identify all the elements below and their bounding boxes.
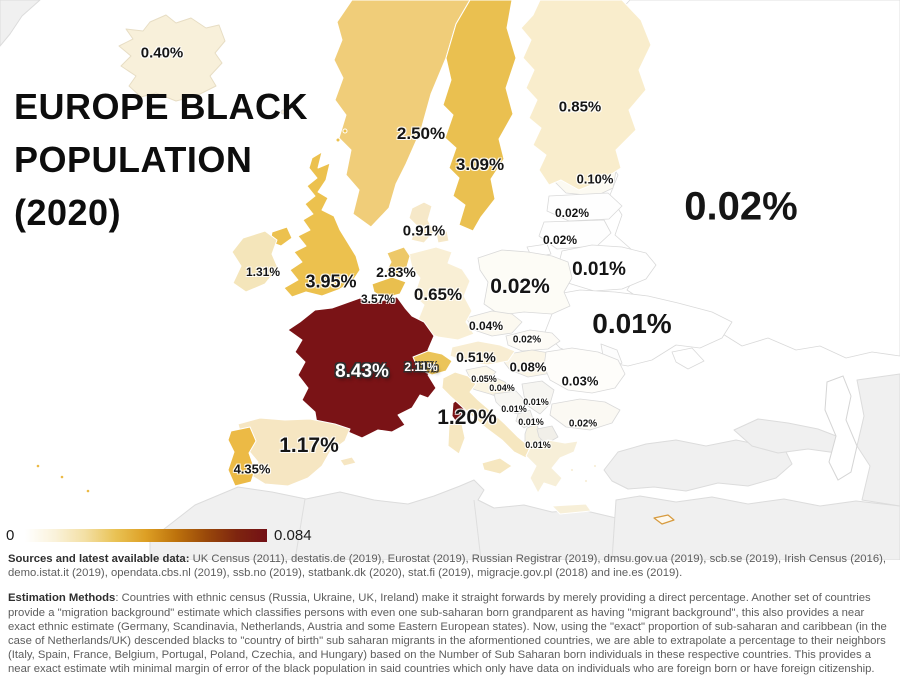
country-crimea (671, 347, 705, 370)
country-czechia (465, 310, 523, 337)
title-line-3: (2020) (14, 192, 122, 233)
country-greece (525, 439, 579, 494)
greek-island (592, 463, 598, 469)
methods-paragraph: Estimation Methods: Countries with ethni… (8, 591, 894, 676)
footnotes: Sources and latest available data: UK Ce… (8, 552, 894, 688)
country-bosnia (493, 390, 527, 415)
country-sweden (442, 0, 517, 232)
country-france (287, 296, 439, 439)
sources-paragraph: Sources and latest available data: UK Ce… (8, 552, 894, 580)
country-greenland-corner (0, 0, 41, 47)
country-spain (237, 417, 351, 487)
methods-lead: Estimation Methods (8, 592, 116, 605)
country-montenegro (515, 409, 535, 429)
country-cyprus (653, 514, 675, 525)
balearic-islands (339, 456, 357, 467)
country-romania (543, 347, 626, 394)
country-denmark-islands (435, 230, 450, 244)
country-iceland (118, 14, 226, 102)
africa-border-1 (294, 498, 306, 560)
shetland-islands (335, 137, 341, 143)
country-germany (408, 246, 475, 341)
country-sardinia (447, 419, 466, 455)
greek-island (583, 478, 589, 484)
country-norway (333, 0, 471, 228)
country-ireland (231, 230, 279, 293)
country-netherlands (385, 246, 411, 279)
country-slovakia (505, 329, 561, 352)
country-middle-east (611, 495, 900, 560)
country-lithuania (538, 219, 612, 250)
legend-gradient-bar (25, 529, 267, 542)
legend-min-value: 0 (6, 527, 15, 544)
azores-island (59, 474, 65, 480)
methods-text: : Countries with ethnic census (Russia, … (8, 592, 887, 676)
country-united-kingdom (283, 151, 361, 298)
sources-lead: Sources and latest available data: (8, 553, 190, 565)
country-portugal (227, 426, 257, 487)
europe-choropleth-map (0, 0, 900, 560)
legend-max-value: 0.084 (274, 527, 312, 544)
country-kazakhstan (856, 373, 900, 507)
sources-text: UK Census (2011), destatis.de (2019), Eu… (8, 553, 887, 580)
page-title: EUROPE BLACK POPULATION (2020) (14, 80, 308, 239)
country-denmark (408, 201, 435, 244)
country-latvia (546, 192, 623, 222)
azores-island (85, 488, 91, 494)
title-line-2: POPULATION (14, 139, 253, 180)
country-turkey (603, 439, 793, 492)
azores-island (35, 463, 41, 469)
country-switzerland (412, 350, 453, 376)
country-belgium (371, 276, 407, 299)
country-finland (520, 0, 652, 191)
title-line-1: EUROPE BLACK (14, 86, 309, 127)
country-africa (149, 479, 665, 560)
orkney-islands (342, 128, 348, 134)
country-austria (449, 340, 516, 366)
faroe-islands (280, 109, 286, 115)
caspian-sea (824, 375, 858, 481)
country-serbia (521, 380, 555, 415)
africa-border-2 (473, 499, 482, 560)
country-poland (477, 249, 573, 316)
greek-island (569, 467, 575, 473)
country-sicily (481, 457, 513, 475)
country-bulgaria (549, 398, 621, 431)
country-ukraine (544, 289, 733, 367)
country-crete (551, 503, 592, 515)
